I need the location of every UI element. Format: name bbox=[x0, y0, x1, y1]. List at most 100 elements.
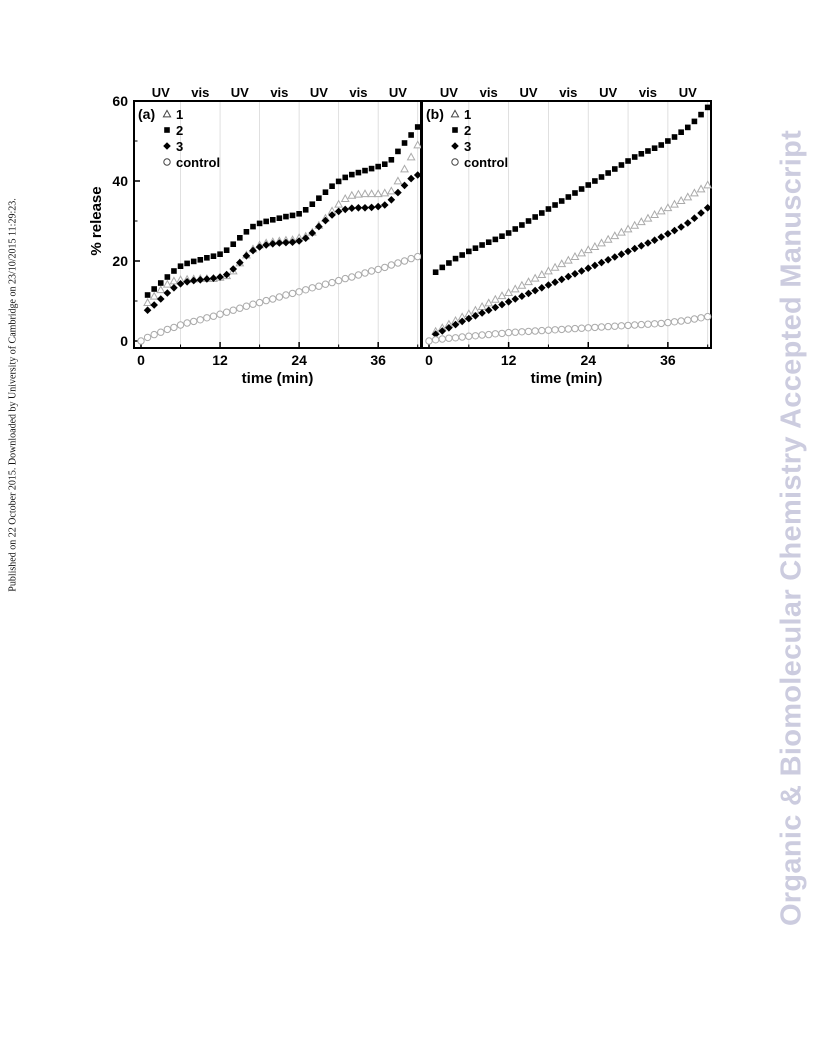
data-point bbox=[183, 319, 191, 327]
irradiation-label: vis bbox=[480, 85, 498, 100]
data-point bbox=[505, 230, 512, 236]
data-point bbox=[276, 215, 283, 221]
data-point bbox=[176, 321, 185, 329]
data-point bbox=[704, 104, 711, 111]
data-point bbox=[157, 328, 165, 336]
legend-marker bbox=[163, 142, 171, 150]
data-point bbox=[676, 195, 686, 204]
data-point bbox=[328, 278, 336, 287]
data-point bbox=[236, 304, 244, 312]
data-point bbox=[618, 162, 625, 168]
data-point bbox=[407, 254, 415, 263]
data-point bbox=[458, 317, 466, 326]
data-point bbox=[315, 282, 323, 290]
data-point bbox=[196, 316, 204, 324]
data-point bbox=[591, 323, 599, 332]
data-point bbox=[630, 244, 639, 253]
x-tick-label: 36 bbox=[370, 352, 386, 368]
data-point bbox=[302, 207, 309, 213]
data-point bbox=[551, 278, 559, 286]
data-point bbox=[368, 165, 375, 172]
data-point bbox=[538, 326, 546, 335]
data-point bbox=[381, 263, 389, 272]
data-point bbox=[656, 206, 666, 215]
data-point bbox=[414, 124, 421, 130]
data-point bbox=[518, 328, 526, 336]
data-point bbox=[644, 320, 652, 328]
data-point bbox=[230, 241, 237, 247]
data-point bbox=[465, 332, 473, 340]
panel-label: (a) bbox=[138, 106, 155, 122]
data-point bbox=[361, 269, 369, 277]
data-point bbox=[703, 180, 713, 189]
data-point bbox=[585, 182, 592, 188]
data-point bbox=[367, 203, 376, 212]
data-point bbox=[255, 298, 264, 307]
legend-marker bbox=[451, 158, 459, 166]
data-point bbox=[438, 335, 446, 343]
data-point bbox=[446, 260, 452, 266]
data-point bbox=[150, 330, 158, 339]
data-point bbox=[471, 312, 480, 320]
data-point bbox=[367, 189, 377, 198]
data-point bbox=[472, 245, 479, 251]
legend-marker bbox=[452, 127, 458, 133]
data-point bbox=[690, 315, 699, 323]
data-point bbox=[531, 327, 539, 335]
data-point bbox=[269, 295, 277, 303]
panel-label: (b) bbox=[426, 106, 444, 122]
data-point bbox=[170, 323, 178, 332]
data-point bbox=[565, 194, 572, 200]
data-point bbox=[538, 284, 546, 292]
data-point bbox=[354, 271, 363, 279]
data-point bbox=[328, 211, 336, 219]
data-point bbox=[650, 320, 659, 328]
data-point bbox=[150, 301, 158, 309]
data-point bbox=[677, 223, 685, 231]
data-point bbox=[624, 321, 632, 330]
data-point bbox=[438, 327, 447, 335]
data-point bbox=[164, 274, 171, 280]
data-point bbox=[698, 111, 704, 118]
data-point bbox=[484, 298, 494, 307]
data-point bbox=[657, 319, 665, 328]
data-point bbox=[354, 204, 363, 212]
data-point bbox=[604, 256, 612, 264]
data-point bbox=[630, 321, 639, 329]
data-point bbox=[288, 289, 297, 298]
legend-label: control bbox=[176, 155, 220, 170]
data-point bbox=[348, 273, 356, 281]
data-point bbox=[334, 276, 343, 285]
data-point bbox=[697, 314, 705, 322]
data-point bbox=[617, 322, 626, 330]
y-axis-label: % release bbox=[88, 186, 105, 255]
x-tick-label: 12 bbox=[212, 352, 228, 368]
data-point bbox=[223, 247, 230, 253]
data-point bbox=[282, 291, 290, 299]
data-point bbox=[663, 203, 673, 212]
data-point bbox=[209, 312, 218, 320]
legend-label: 2 bbox=[176, 123, 183, 138]
data-point bbox=[289, 212, 296, 219]
data-point bbox=[262, 241, 270, 249]
data-point bbox=[466, 248, 472, 255]
data-point bbox=[584, 264, 593, 272]
data-point bbox=[519, 222, 525, 228]
data-point bbox=[664, 318, 672, 327]
data-point bbox=[407, 174, 415, 183]
data-point bbox=[162, 279, 172, 288]
data-point bbox=[590, 241, 600, 250]
data-point bbox=[342, 174, 349, 181]
data-point bbox=[690, 214, 699, 222]
data-point bbox=[388, 157, 395, 163]
data-point bbox=[316, 195, 322, 201]
data-point bbox=[321, 216, 330, 225]
data-point bbox=[374, 265, 382, 274]
data-point bbox=[665, 138, 671, 144]
data-point bbox=[283, 213, 289, 220]
data-point bbox=[237, 235, 243, 241]
data-point bbox=[510, 284, 520, 293]
data-point bbox=[387, 196, 396, 204]
data-point bbox=[360, 189, 370, 198]
data-point bbox=[577, 324, 586, 332]
